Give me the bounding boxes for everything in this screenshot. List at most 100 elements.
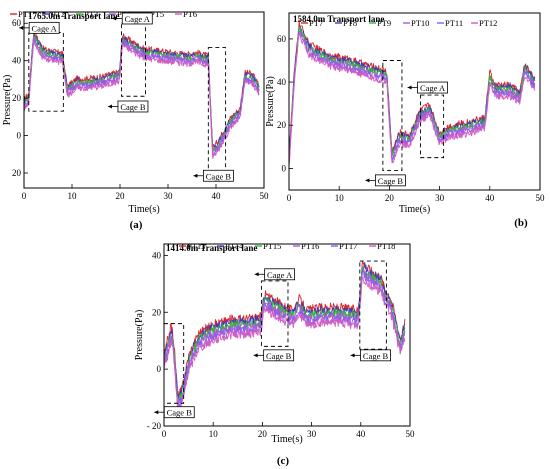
x-axis-label: Time(s) [399, 204, 430, 215]
x-tick-label: 30 [164, 191, 174, 201]
annotation-label: Cage B [120, 102, 146, 112]
panel-c-chart: 0 10 20 30 40 50- 2002040Time(s)Pressure(Pa)1… [134, 241, 415, 467]
legend-label: PT8 [343, 18, 357, 28]
x-tick-label: 50 [536, 193, 546, 203]
y-tick-label: 0 [157, 364, 162, 374]
series-line-pt3 [23, 33, 260, 155]
annotation-label: Cage A [32, 23, 58, 33]
chart-title: 1584.0m Transport lane [293, 14, 384, 24]
y-tick-label: 40 [152, 250, 162, 260]
annotation-label: Cage B [167, 408, 193, 418]
axes-frame [163, 243, 411, 427]
legend-label: PT12 [479, 18, 497, 28]
annotation-arrowhead [365, 178, 370, 183]
legend-label: PT16 [301, 241, 319, 251]
annotation-label: Cage A [267, 270, 293, 280]
annotation-label: Cage B [378, 176, 404, 186]
panel-label: (c) [277, 455, 290, 467]
chart-title: 1765.0m Transport lane [28, 11, 119, 21]
y-tick-label: 20 [277, 120, 287, 130]
annotation-arrowhead [107, 104, 112, 109]
x-tick-label: 50 [406, 429, 416, 439]
series-lines [163, 260, 406, 413]
annotation-arrowhead [253, 353, 258, 358]
legend-label: PT6 [183, 9, 197, 19]
legend-label: PT14 [225, 241, 244, 251]
axes-frame [288, 12, 541, 191]
series-lines [288, 19, 536, 166]
legend-label: PT9 [377, 18, 391, 28]
x-tick-label: 30 [435, 193, 445, 203]
legend-label: PT15 [263, 241, 281, 251]
y-tick-label: 60 [12, 18, 22, 28]
x-axis-label: Time(s) [128, 204, 159, 215]
annotation-arrowhead [193, 173, 198, 178]
annotation-arrowhead [407, 85, 412, 90]
y-tick-label: 40 [12, 56, 22, 66]
axes-frame [23, 11, 265, 189]
legend-label: PT11 [445, 18, 463, 28]
cage-dashed-box [420, 94, 445, 159]
series-line-pt12 [288, 31, 536, 166]
y-tick-label: 20 [12, 93, 22, 103]
x-axis-label: Time(s) [271, 434, 302, 445]
legend-label: PT17 [339, 241, 357, 251]
annotation-arrowhead [350, 353, 355, 358]
legend-label: PT10 [411, 18, 429, 28]
panel-label: (b) [514, 217, 528, 229]
x-tick-label: 20 [258, 429, 268, 439]
annotation-arrowhead [154, 410, 159, 415]
x-tick-label: 40 [485, 193, 495, 203]
x-tick-label: 10 [209, 429, 219, 439]
legend-label: PT1 [18, 9, 32, 19]
cage-dashed-box [359, 260, 387, 350]
series-line-pt10 [288, 29, 535, 161]
chart-title: 1414.0m Transport lane [166, 243, 257, 253]
x-tick-label: 40 [212, 191, 222, 201]
legend-label: PT18 [377, 241, 395, 251]
legend-label: PT3 [84, 9, 98, 19]
annotation-label: Cage B [206, 171, 232, 181]
legend-label: PT2 [51, 9, 65, 19]
legend-label: PT7 [309, 18, 323, 28]
x-tick-label: 50 [260, 191, 270, 201]
annotation-arrowhead [254, 272, 259, 277]
panel-b-chart: 0 10 20 30 40 50 0 20 40 60 Time(s) Pressure(Pa) 158… [265, 12, 546, 229]
annotation-arrowhead [112, 16, 117, 21]
cage-dashed-box [120, 22, 146, 97]
x-tick-label: 20 [116, 191, 126, 201]
annotation-arrowhead [19, 25, 24, 30]
annotation-label: Cage B [363, 351, 389, 361]
x-tick-label: 30 [307, 429, 317, 439]
series-line-pt18 [163, 276, 406, 413]
cage-dashed-box [382, 60, 403, 172]
x-tick-label: 0 [22, 191, 27, 201]
x-tick-label: 10 [335, 193, 345, 203]
x-tick-label: 0 [287, 193, 292, 203]
x-tick-label: 40 [356, 429, 366, 439]
cage-dashed-box [260, 280, 289, 347]
y-tick-label: 60 [277, 34, 287, 44]
x-tick-label: 0 [162, 429, 167, 439]
panel-a-chart: 0 10 20 30 40 50 20 0 20 40 60 Time(s) Pressure(Pa) 1… [2, 9, 269, 231]
y-tick-label: 20 [152, 307, 162, 317]
annotation-label: Cage B [266, 351, 292, 361]
y-axis-label: Pressure(Pa) [134, 310, 145, 361]
x-tick-label: 10 [68, 191, 78, 201]
y-tick-label: - 20 [147, 421, 162, 431]
legend-label: PT5 [150, 9, 164, 19]
y-axis-label: Pressure(Pa) [265, 76, 276, 127]
y-tick-label: 20 [12, 168, 22, 178]
x-tick-label: 20 [385, 193, 395, 203]
y-tick-label: 0 [282, 163, 287, 173]
legend-label: PT13 [187, 241, 205, 251]
y-tick-label: 40 [277, 77, 287, 87]
annotation-label: Cage A [125, 14, 151, 24]
panel-label: (a) [130, 219, 143, 231]
cage-dashed-box [163, 323, 185, 404]
annotation-label: Cage A [420, 83, 446, 93]
y-axis-label: Pressure(Pa) [2, 75, 13, 126]
y-tick-label: 0 [17, 131, 22, 141]
